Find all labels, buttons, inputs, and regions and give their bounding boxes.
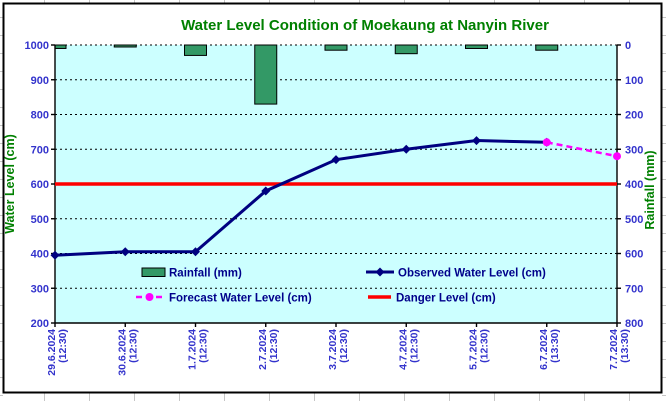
legend-marker-observed [375,267,385,277]
x-label-time: (12:30) [338,329,350,363]
right-tick-label: 700 [625,283,643,295]
rainfall-series [55,44,559,105]
left-tick-label: 600 [31,179,49,191]
x-label-4: 2.7.2024 (12:30) [257,329,280,370]
right-tick-label: 100 [625,75,643,87]
observed-point-6 [401,144,411,154]
right-tick-label: 0 [625,40,631,52]
x-label-time: (12:30) [57,329,69,363]
left-tick-label: 700 [31,144,49,156]
observed-point-2 [120,247,130,257]
right-axis-title: Rainfall (mm) [643,150,657,229]
left-tick-label: 500 [31,214,49,226]
legend-marker-forecast [145,293,154,301]
plot-root: 1000 900 800 700 600 500 400 300 200 0 100 200 300 40… [3,40,657,376]
forecast-line [546,141,618,158]
left-tick-label: 800 [31,110,49,122]
left-tick-label: 1000 [25,40,49,52]
x-label-time: (13:30) [549,329,561,363]
legend-label-rainfall: Rainfall (mm) [169,268,242,280]
left-tick-label: 900 [31,75,49,87]
x-label-date: 7.7.2024 [608,329,620,370]
x-label-time: (13:30) [619,329,631,363]
right-tick-label: 200 [625,110,643,122]
x-label-date: 1.7.2024 [187,329,199,370]
left-axis-title-text: Water Level (cm) [3,134,17,234]
observed-point-7 [472,136,481,146]
rainfall-bar-5 [324,44,348,51]
right-tick-label: 600 [625,249,643,261]
x-label-3: 1.7.2024 (12:30) [187,329,210,370]
left-axis-title: Water Level (cm) [3,134,17,234]
x-label-1: 29.6.2024 (12:30) [46,329,69,376]
observed-point-4 [261,186,271,196]
left-tick-label: 400 [31,249,49,261]
right-tick-label: 400 [625,179,643,191]
left-tick-label: 300 [31,283,49,295]
x-label-date: 4.7.2024 [397,329,409,370]
rainfall-bar-2 [113,44,137,48]
x-label-9: 7.7.2024 (13:30) [608,329,631,370]
legend-label-forecast: Forecast Water Level (cm) [169,293,312,305]
forecast-point-1 [542,138,551,147]
legend-label-observed: Observed Water Level (cm) [398,268,546,280]
legend-label-danger: Danger Level (cm) [396,293,496,305]
forecast-point-2 [613,152,621,161]
rainfall-bar-8 [535,44,559,51]
chart-title: Water Level Condition of Moekaung at Nan… [181,17,549,34]
right-tick-label: 500 [625,214,643,226]
x-label-time: (12:30) [198,329,210,363]
x-label-7: 5.7.2024 (12:30) [468,329,491,370]
observed-line [54,139,547,257]
x-label-2: 30.6.2024 (12:30) [116,329,139,376]
x-label-time: (12:30) [268,329,280,363]
observed-point-5 [331,155,341,165]
rainfall-bar-3 [184,44,207,56]
x-label-date: 29.6.2024 [46,329,58,376]
right-axis-title-text: Rainfall (mm) [643,150,657,229]
legend-swatch-rainfall [141,267,166,277]
x-label-5: 3.7.2024 (12:30) [327,329,350,370]
x-label-date: 30.6.2024 [116,329,128,376]
right-tick-label: 800 [625,318,643,330]
rainfall-bar-6 [394,44,418,55]
left-tick-label: 200 [31,318,49,330]
x-label-time: (12:30) [479,329,491,363]
x-label-date: 6.7.2024 [538,329,550,370]
x-label-8: 6.7.2024 (13:30) [538,329,561,370]
observed-point-1 [50,250,60,260]
x-label-date: 5.7.2024 [468,329,480,370]
rainfall-bar-1 [55,44,67,49]
x-label-date: 2.7.2024 [257,329,269,370]
x-label-time: (12:30) [408,329,420,363]
legend: Rainfall (mm) Observed Water Level (cm) Fo… [136,267,546,305]
x-label-6: 4.7.2024 (12:30) [397,329,420,370]
x-label-time: (12:30) [127,329,139,363]
rainfall-bar-7 [465,44,488,49]
rainfall-bar-4 [254,44,278,105]
observed-point-3 [191,247,200,257]
right-tick-label: 300 [625,144,643,156]
x-label-date: 3.7.2024 [327,329,339,370]
